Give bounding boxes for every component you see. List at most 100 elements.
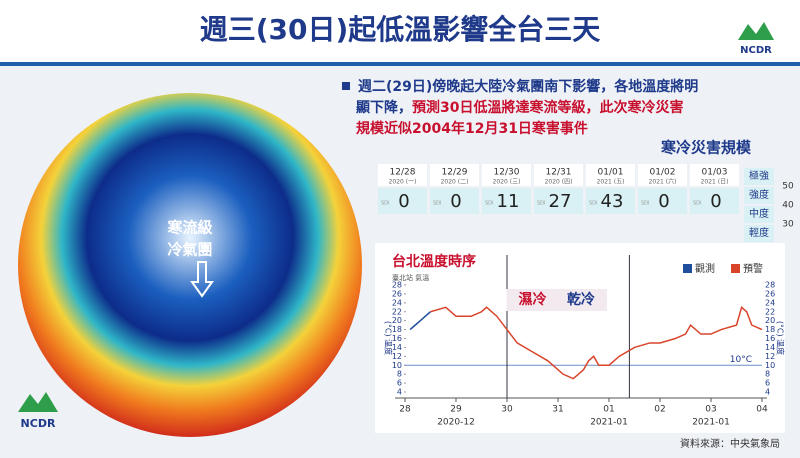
cell-index-label: SDI [693, 201, 702, 207]
y-tick-label: 4 [397, 388, 402, 397]
globe-label: 冷氣團 [167, 241, 212, 259]
cell-index-label: SDI [589, 201, 598, 207]
y-tick-label-right: 24 [765, 298, 775, 307]
cell-weekday: 2020 (一) [389, 179, 417, 186]
cell-number: 11 [497, 191, 520, 212]
cell-date: 01/03 [702, 168, 728, 178]
cell-index-label: SDI [537, 201, 546, 207]
cell-date: 01/02 [650, 168, 676, 178]
bullet-text: 週二(29日)傍晚起大陸冷氣團南下影響，各地溫度將明 [358, 78, 698, 95]
bullet-line: 規模近似2004年12月31日寒害事件 [356, 120, 588, 137]
level-bg [744, 206, 774, 223]
y-tick-label: 8 [397, 370, 402, 379]
level-value: 40 [782, 201, 794, 211]
cell-head [482, 164, 531, 186]
annotation-bg [506, 289, 559, 311]
cell-number: 0 [658, 191, 669, 212]
globe [18, 93, 362, 437]
y-axis-label: (°C) 溫度 [776, 321, 786, 355]
cell-value [690, 188, 739, 214]
line-series [430, 305, 763, 380]
cell-number: 0 [450, 191, 461, 212]
x-tick-label: 03 [705, 405, 716, 415]
cell-index-label: SDI [641, 201, 650, 207]
annotation-bg [554, 289, 607, 311]
cell-head [378, 164, 427, 186]
level-bg [744, 187, 774, 204]
source: 資料來源：中央氣象局 [680, 437, 780, 450]
y-tick-label-right: 22 [765, 307, 775, 316]
y-tick-label: 18 [392, 325, 402, 334]
cell-number: 27 [549, 191, 572, 212]
cell-value [586, 188, 635, 214]
logo-mark [18, 392, 58, 412]
header-rule [0, 62, 800, 66]
chart-bg [375, 243, 785, 433]
y-tick-label-right: 6 [765, 379, 770, 388]
x-tick-label: 04 [756, 405, 768, 415]
reference-label: 10°C [730, 355, 752, 365]
bullet-text: 顯下降， [356, 99, 412, 116]
y-tick-label: 10 [392, 361, 402, 370]
arrow [190, 261, 214, 298]
logo-mark [738, 22, 774, 40]
level-value: 50 [782, 182, 794, 192]
cell-value [482, 188, 531, 214]
annotation: 濕冷 [519, 291, 547, 308]
y-tick-label-right: 4 [765, 388, 770, 397]
level-name: 強度 [749, 188, 769, 201]
y-tick-label-right: 26 [765, 289, 775, 298]
y-tick-label: 28 [392, 281, 402, 290]
cell-head [638, 164, 687, 186]
cell-number: 0 [398, 191, 409, 212]
cell-head [534, 164, 583, 186]
x-tick-label: 01 [603, 405, 614, 415]
y-tick-label-right: 14 [765, 343, 775, 352]
bullet-text: 預測30日低溫將達寒流等級，此次寒冷災害 [412, 99, 683, 116]
cell-date: 12/28 [390, 168, 416, 178]
x-tick-label: 31 [552, 405, 563, 415]
y-tick-label-right: 28 [765, 281, 775, 290]
x-group-label: 2021-01 [692, 418, 730, 428]
chart-subtitle: 臺北站 氣溫 [392, 273, 429, 282]
level-bg [744, 225, 774, 242]
y-tick-label-right: 8 [765, 370, 770, 379]
line-series [409, 311, 431, 331]
cell-date: 12/29 [442, 168, 468, 178]
bullet-icon [342, 82, 350, 90]
cell-date: 01/01 [598, 168, 624, 178]
cell-date: 12/30 [494, 168, 520, 178]
y-tick-label: 16 [392, 334, 402, 343]
y-tick-label: 20 [392, 316, 402, 325]
level-bg [744, 168, 774, 185]
header-bg [0, 0, 800, 62]
legend-swatch [731, 264, 740, 273]
level-name: 極強 [749, 169, 769, 182]
chart-title: 台北溫度時序 [392, 253, 476, 270]
legend-label: 觀測 [695, 262, 715, 275]
cell-head [586, 164, 635, 186]
bullet-text: 規模近似2004年12月31日寒害事件 [356, 120, 588, 137]
cell-value [534, 188, 583, 214]
level-value: 30 [782, 220, 794, 230]
cell-value [378, 188, 427, 214]
level-name: 中度 [749, 207, 769, 220]
globe-label: 寒流級 [167, 219, 212, 237]
legend-label: 預警 [743, 262, 763, 275]
y-tick-label: 22 [392, 307, 402, 316]
level-name: 輕度 [749, 226, 769, 239]
cell-head [430, 164, 479, 186]
title: 週三(30日)起低溫影響全台三天 [200, 13, 601, 46]
x-group-label: 2021-01 [590, 418, 628, 428]
cell-weekday: 2020 (四) [545, 179, 573, 186]
y-tick-label-right: 10 [765, 361, 775, 370]
y-tick-label-right: 16 [765, 334, 775, 343]
cell-weekday: 2021 (日) [701, 179, 729, 186]
y-tick-label-right: 18 [765, 325, 775, 334]
y-tick-label: 26 [392, 289, 402, 298]
cell-value [430, 188, 479, 214]
y-tick-label-right: 20 [765, 316, 775, 325]
cell-index-label: SDI [433, 201, 442, 207]
cell-date: 12/31 [546, 168, 572, 178]
y-tick-label: 6 [397, 379, 402, 388]
